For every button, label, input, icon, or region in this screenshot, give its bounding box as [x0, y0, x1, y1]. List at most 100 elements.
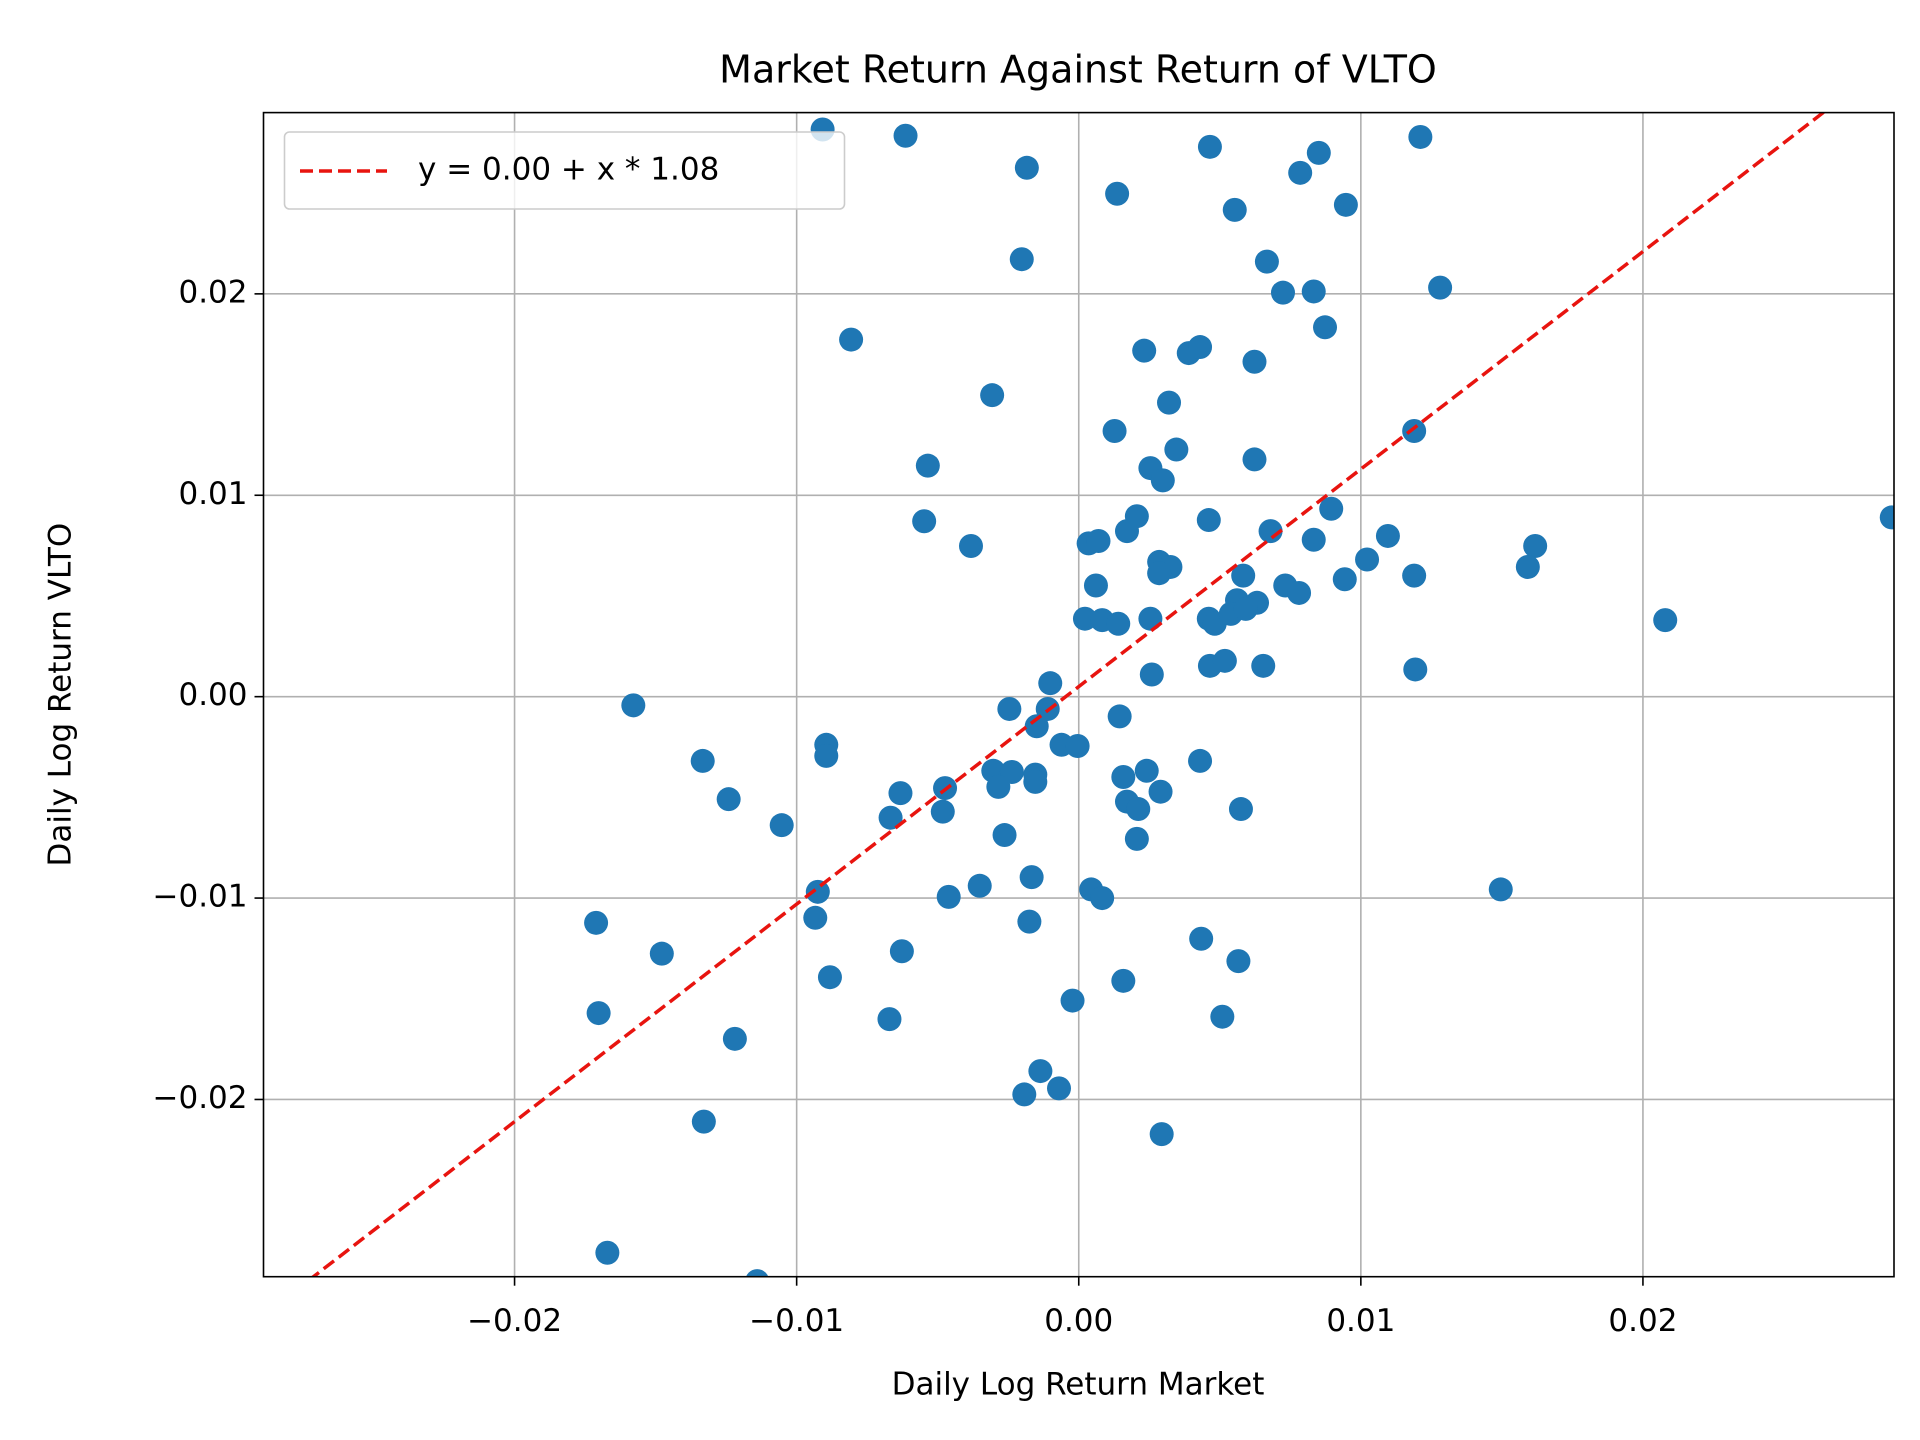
point	[1126, 797, 1151, 822]
point	[817, 965, 842, 990]
point	[1024, 714, 1049, 739]
point	[992, 823, 1017, 848]
point	[1086, 528, 1111, 553]
point	[1306, 140, 1331, 165]
point	[595, 1240, 620, 1265]
y-tick-label: −0.02	[153, 1080, 248, 1116]
point	[746, 1269, 769, 1277]
point	[1189, 926, 1214, 951]
point	[958, 534, 983, 559]
point	[1047, 1076, 1072, 1101]
point	[1488, 877, 1513, 902]
point	[1879, 505, 1894, 530]
point	[621, 693, 646, 718]
plot-frame	[262, 111, 1895, 1278]
point	[814, 743, 839, 768]
point	[1197, 134, 1222, 159]
point	[1403, 657, 1428, 682]
point	[1231, 563, 1256, 588]
point	[893, 123, 918, 148]
point	[980, 383, 1005, 408]
point	[915, 453, 940, 478]
point	[889, 939, 914, 964]
point	[1188, 335, 1213, 360]
point	[1106, 611, 1131, 636]
point	[1228, 797, 1253, 822]
x-tick-label: −0.02	[467, 1303, 562, 1339]
point	[1124, 826, 1149, 851]
point	[1139, 662, 1164, 687]
point	[997, 696, 1022, 721]
point	[1111, 968, 1136, 993]
point	[1319, 496, 1344, 521]
point	[1107, 704, 1132, 729]
point	[1023, 769, 1048, 794]
point	[1270, 280, 1295, 305]
point	[691, 1109, 716, 1134]
point	[1038, 671, 1063, 696]
point	[1065, 734, 1090, 759]
point	[1428, 275, 1453, 300]
point	[1028, 1059, 1053, 1084]
point	[1332, 567, 1357, 592]
point	[1148, 779, 1173, 804]
point	[1147, 561, 1172, 586]
x-axis-label: Daily Log Return Market	[892, 1367, 1265, 1403]
point	[1132, 338, 1157, 363]
chart-title: Market Return Against Return of VLTO	[719, 48, 1437, 92]
point	[1653, 608, 1678, 633]
point	[649, 941, 674, 966]
point	[1251, 653, 1276, 678]
point	[878, 805, 903, 830]
point	[1288, 160, 1313, 185]
point	[1287, 580, 1312, 605]
point	[1014, 155, 1039, 180]
x-tick-label: 0.00	[1044, 1303, 1113, 1339]
point	[1009, 247, 1034, 272]
x-tick-label: −0.01	[749, 1303, 844, 1339]
point	[1188, 748, 1213, 773]
point	[1157, 390, 1182, 415]
point	[1212, 648, 1237, 673]
point	[986, 774, 1011, 799]
point	[1083, 573, 1108, 598]
y-tick-label: −0.01	[153, 879, 248, 915]
point	[1012, 1082, 1037, 1107]
point	[936, 884, 961, 909]
point	[839, 327, 864, 352]
legend: y = 0.00 + x * 1.08	[283, 131, 846, 210]
point	[1150, 468, 1175, 493]
point	[1515, 554, 1540, 579]
point	[1254, 249, 1279, 274]
point	[1226, 949, 1251, 974]
legend-box	[283, 131, 846, 210]
point	[1222, 197, 1247, 222]
x-tick-label: 0.01	[1326, 1303, 1395, 1339]
y-tick-label: 0.00	[178, 677, 247, 713]
legend-label: y = 0.00 + x * 1.08	[418, 152, 719, 188]
point	[1402, 563, 1427, 588]
y-axis-label: Daily Log Return VLTO	[43, 523, 79, 867]
point	[1333, 192, 1358, 217]
point	[967, 873, 992, 898]
point	[805, 879, 830, 904]
point	[1408, 124, 1433, 149]
y-tick-label: 0.01	[178, 476, 247, 512]
point	[1164, 437, 1189, 462]
point	[1017, 909, 1042, 934]
point	[1072, 606, 1097, 631]
plot-area	[310, 112, 1894, 1277]
point	[877, 1007, 902, 1032]
point	[1134, 758, 1159, 783]
point	[1196, 508, 1221, 533]
y-tick-label: 0.02	[178, 274, 247, 310]
point	[1301, 279, 1326, 304]
point	[1138, 606, 1163, 631]
point	[1355, 547, 1380, 572]
point	[930, 799, 955, 824]
point	[1313, 315, 1338, 340]
point	[888, 781, 913, 806]
point	[1149, 1122, 1174, 1147]
point	[1402, 419, 1427, 444]
